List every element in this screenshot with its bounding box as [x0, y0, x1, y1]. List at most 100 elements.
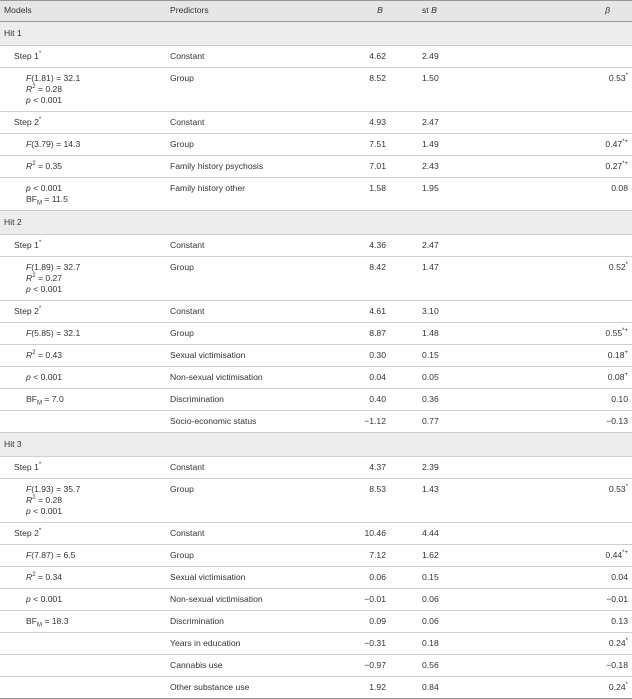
- b-cell: 1.58: [344, 177, 392, 211]
- model-stat: p < 0.001: [4, 506, 162, 517]
- b-value: 4.37: [369, 462, 386, 472]
- b-cell: 8.53: [344, 478, 392, 523]
- stb-value: 1.95: [422, 183, 439, 193]
- stat-symbol: F: [26, 262, 32, 272]
- beta-cell: 0.08: [502, 177, 632, 211]
- section-title: Hit 2: [4, 217, 22, 227]
- stat-symbol: R: [26, 350, 33, 360]
- section-cell: Hit 3: [0, 432, 632, 457]
- superscript: 2: [32, 350, 36, 357]
- data-row: F(1.89) = 32.7 R2 = 0.27 p < 0.001 Group 8.4…: [0, 256, 632, 301]
- beta-cell: 0.53*: [502, 478, 632, 523]
- beta-value: 0.44: [605, 550, 623, 560]
- data-row: F(1.81) = 32.1 R2 = 0.28 p < 0.001 Group 8.5…: [0, 67, 632, 112]
- superscript: 2: [32, 495, 36, 502]
- step-label: Step 1*: [4, 462, 162, 473]
- data-row: F(1.93) = 35.7 R2 = 0.28 p < 0.001 Group 8.5…: [0, 478, 632, 523]
- model-cell: R2 = 0.34: [0, 566, 166, 589]
- stb-value: 1.50: [422, 73, 439, 83]
- stb-cell: 0.06: [392, 610, 502, 633]
- label-text: BF: [26, 194, 37, 204]
- stb-value: 0.15: [422, 572, 439, 582]
- b-cell: 0.09: [344, 610, 392, 633]
- stb-value: 2.47: [422, 240, 439, 250]
- header-b: B: [377, 5, 383, 15]
- stb-cell: 0.15: [392, 566, 502, 589]
- stb-cell: 2.47: [392, 234, 502, 257]
- stat-symbol: F: [26, 484, 32, 494]
- model-cell: BFM = 18.3: [0, 610, 166, 633]
- section-row: Hit 1: [0, 21, 632, 46]
- superscript: *: [38, 528, 42, 535]
- header-cell: B: [344, 0, 392, 22]
- predictor: Discrimination: [170, 616, 224, 626]
- beta-cell: 0.08+: [502, 366, 632, 389]
- subscript: M: [36, 200, 42, 207]
- beta-cell: 0.13: [502, 610, 632, 633]
- b-value: 8.53: [369, 484, 386, 494]
- beta-superscript: +: [624, 350, 628, 357]
- model-stat: R2 = 0.28: [4, 495, 162, 506]
- data-row: Step 2* Constant 4.93 2.47: [0, 111, 632, 134]
- model-cell: [0, 632, 166, 655]
- predictor-cell: Discrimination: [166, 388, 344, 411]
- stb-cell: 1.50: [392, 67, 502, 112]
- label-text: BF: [26, 616, 37, 626]
- b-cell: 4.93: [344, 111, 392, 134]
- beta-cell: [502, 234, 632, 257]
- data-row: p < 0.001 Non-sexual victimisation −0.01 0.…: [0, 588, 632, 611]
- model-cell: Step 2*: [0, 111, 166, 134]
- predictor: Constant: [170, 117, 205, 127]
- step-label: Step 2*: [4, 306, 162, 317]
- stat-text: = 7.0: [41, 394, 64, 404]
- beta-cell: 0.53*: [502, 67, 632, 112]
- model-cell: F(1.93) = 35.7 R2 = 0.28 p < 0.001: [0, 478, 166, 523]
- data-row: BFM = 18.3 Discrimination 0.09 0.06 0.13: [0, 610, 632, 633]
- predictor: Sexual victimisation: [170, 350, 246, 360]
- predictor: Sexual victimisation: [170, 572, 246, 582]
- superscript: 2: [32, 84, 36, 91]
- stat-text: < 0.001: [30, 284, 63, 294]
- beta-value: −0.18: [606, 660, 628, 670]
- b-cell: 0.04: [344, 366, 392, 389]
- subscript: M: [36, 400, 42, 407]
- predictor-cell: Other substance use: [166, 676, 344, 699]
- superscript: 2: [32, 273, 36, 280]
- beta-cell: 0.47*+: [502, 133, 632, 156]
- beta-cell: 0.44*+: [502, 544, 632, 567]
- beta-cell: [502, 456, 632, 479]
- predictor: Non-sexual victimisation: [170, 372, 263, 382]
- header-row: Models Predictors B st B β: [0, 0, 632, 22]
- superscript: *: [38, 462, 42, 469]
- predictor-cell: Years in education: [166, 632, 344, 655]
- stat-text: < 0.001: [30, 95, 63, 105]
- model-stat: p < 0.001: [4, 372, 162, 383]
- model-stat: R2 = 0.35: [4, 161, 162, 172]
- table-body: Hit 1 Step 1* Constant 4.62 2.49 F(1.81) = 32…: [0, 21, 632, 699]
- beta-cell: −0.13: [502, 410, 632, 433]
- predictor-cell: Constant: [166, 456, 344, 479]
- b-cell: 8.52: [344, 67, 392, 112]
- beta-cell: 0.27*+: [502, 155, 632, 178]
- model-cell: Step 1*: [0, 234, 166, 257]
- stb-value: 2.43: [422, 161, 439, 171]
- predictor: Family history other: [170, 183, 245, 193]
- b-value: 1.58: [369, 183, 386, 193]
- predictor: Constant: [170, 306, 205, 316]
- beta-superscript: +: [624, 372, 628, 379]
- stat-text: < 0.001: [30, 372, 63, 382]
- stat-text: = 0.28: [35, 495, 63, 505]
- beta-value: −0.13: [606, 416, 628, 426]
- beta-value: 0.52: [608, 262, 626, 272]
- stat-symbol: p: [26, 372, 31, 382]
- beta-cell: [502, 111, 632, 134]
- stat-text: = 0.35: [35, 161, 63, 171]
- predictor: Other substance use: [170, 682, 250, 692]
- data-row: p < 0.001 Non-sexual victimisation 0.04 0.0…: [0, 366, 632, 389]
- b-value: 10.46: [364, 528, 386, 538]
- beta-cell: [502, 300, 632, 323]
- b-cell: 0.30: [344, 344, 392, 367]
- beta-value: 0.10: [611, 394, 628, 404]
- b-value: 0.04: [369, 372, 386, 382]
- b-cell: 4.36: [344, 234, 392, 257]
